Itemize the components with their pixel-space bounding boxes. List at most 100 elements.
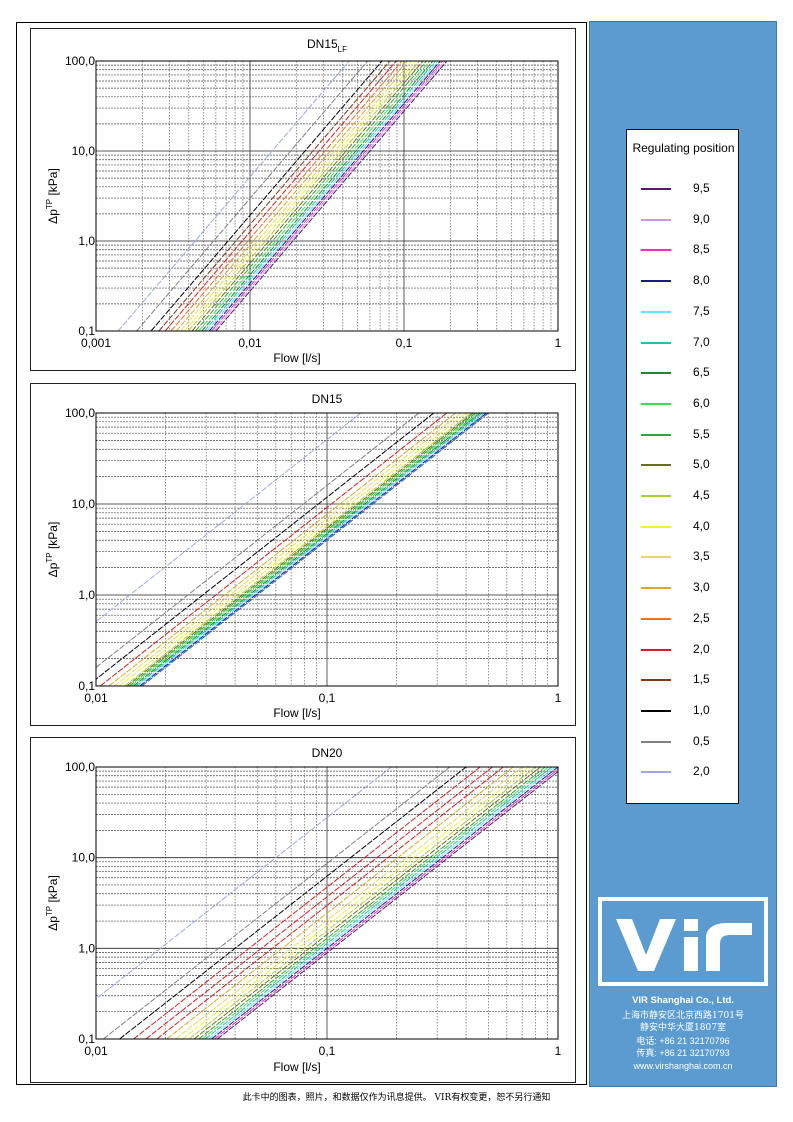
legend-label: 2,5 xyxy=(693,610,710,625)
series-line xyxy=(128,413,476,686)
series-line xyxy=(117,61,350,331)
y-tick-label: 0,1 xyxy=(78,1032,95,1046)
series-line xyxy=(99,413,448,686)
series-line xyxy=(96,413,362,623)
series-line xyxy=(175,61,408,331)
legend-item: 9,0 xyxy=(627,210,740,230)
series-line xyxy=(211,767,558,1039)
legend-title: Regulating position xyxy=(632,141,735,155)
series-line xyxy=(102,767,451,1039)
company-fax: 传真: +86 21 32170793 xyxy=(636,1048,730,1058)
legend-label: 6,0 xyxy=(693,395,710,410)
legend-label: 6,5 xyxy=(693,365,710,380)
y-axis-label: ΔpTP [kPa] xyxy=(45,875,60,931)
legend-swatch xyxy=(641,495,671,497)
series-line xyxy=(182,767,530,1039)
legend-label: 5,0 xyxy=(693,457,710,472)
legend-label: 3,5 xyxy=(693,549,710,564)
series-line xyxy=(180,61,412,331)
chart-dn15: 0,01 0,1 1 0,1 1,0 10,0 100,0 DN15 Flow [l/s] ΔpT… xyxy=(30,383,576,726)
series-line xyxy=(114,413,462,686)
legend-swatch xyxy=(641,648,671,651)
legend-label: 3,0 xyxy=(693,580,710,595)
legend-item: 6,0 xyxy=(627,394,740,414)
series-line xyxy=(170,61,403,331)
legend-item: 2,0 xyxy=(627,640,740,660)
legend-label: 8,5 xyxy=(693,242,710,257)
series-line xyxy=(96,413,435,680)
series-line xyxy=(211,61,443,331)
legend-swatch xyxy=(641,679,671,682)
series-line xyxy=(175,767,523,1039)
series-line xyxy=(141,413,489,686)
x-tick-label: 0,1 xyxy=(319,1044,336,1058)
x-axis-label: Flow [l/s] xyxy=(273,1060,320,1074)
chart-dn15lf-plot: 0,001 0,01 0,1 1 0,1 1,0 10,0 100,0 DN15LF Flow [… xyxy=(45,37,562,365)
series-line xyxy=(198,61,431,331)
series-line xyxy=(208,61,441,331)
legend-label: 9,0 xyxy=(693,211,710,226)
series-line xyxy=(213,61,446,331)
series-line xyxy=(204,61,436,331)
legend-item: 7,5 xyxy=(627,302,740,322)
company-address-2: 静安中华大厦1807室 xyxy=(640,1023,726,1033)
series-line xyxy=(126,413,474,686)
legend-label: 2,0 xyxy=(693,764,710,779)
series-line xyxy=(188,61,420,331)
x-tick-label: 0,1 xyxy=(396,336,413,350)
legend-item: 4,5 xyxy=(627,486,740,506)
legend-swatch xyxy=(641,709,671,712)
series-line xyxy=(188,767,536,1039)
x-axis-label: Flow [l/s] xyxy=(273,351,320,365)
legend-item: 7,0 xyxy=(627,333,740,353)
legend-item: 3,5 xyxy=(627,547,740,567)
vir-logo xyxy=(598,897,768,986)
legend-swatch xyxy=(641,341,671,344)
legend-swatch xyxy=(641,249,671,252)
series-line xyxy=(136,61,368,331)
legend-swatch xyxy=(641,402,671,405)
series-line xyxy=(184,61,417,331)
series-line xyxy=(139,413,487,686)
series-line xyxy=(198,767,546,1039)
legend-item: 2,5 xyxy=(627,609,740,629)
y-tick-label: 0,1 xyxy=(78,679,95,693)
chart-title: DN15 xyxy=(312,392,343,406)
series-line xyxy=(158,61,391,331)
x-tick-label: 1 xyxy=(555,336,562,350)
series-line xyxy=(208,767,556,1039)
legend-swatch xyxy=(641,433,671,436)
legend-swatch xyxy=(641,310,671,313)
chart-title: DN15LF xyxy=(307,37,347,54)
y-tick-label: 1,0 xyxy=(78,588,95,602)
legend-item: 6,5 xyxy=(627,363,740,383)
legend-item: 8,5 xyxy=(627,240,740,260)
series-line xyxy=(145,767,493,1039)
series-line xyxy=(214,768,558,1039)
series-line xyxy=(96,767,392,1000)
footer-disclaimer: 此卡中的图表，照片，和数据仅作为讯息提供。 VIR有权变更，恕不另行通知 xyxy=(242,1093,551,1103)
series-line xyxy=(195,61,427,331)
legend-item: 1,0 xyxy=(627,701,740,721)
grid xyxy=(96,767,558,1039)
x-tick-label: 0,1 xyxy=(319,691,336,705)
series-line xyxy=(133,413,481,686)
x-tick-label: 0,001 xyxy=(81,336,111,350)
series-line xyxy=(206,61,439,331)
plot-frame xyxy=(95,60,559,332)
legend-label: 1,0 xyxy=(693,702,710,717)
x-axis-label: Flow [l/s] xyxy=(273,706,320,720)
series-line xyxy=(96,413,420,669)
legend-label: 4,0 xyxy=(693,518,710,533)
series-group xyxy=(96,413,489,686)
series-line xyxy=(215,61,448,331)
company-name: VIR Shanghai Co., Ltd. xyxy=(632,995,734,1006)
x-tick-label: 0,01 xyxy=(84,1044,108,1058)
y-tick-label: 100,0 xyxy=(65,406,95,420)
company-address-1: 上海市静安区北京西路1701号 xyxy=(622,1010,744,1021)
series-line xyxy=(201,767,549,1039)
company-info: VIR Shanghai Co., Ltd. 上海市静安区北京西路1701号 静… xyxy=(590,995,776,1072)
legend-swatch xyxy=(641,188,671,190)
